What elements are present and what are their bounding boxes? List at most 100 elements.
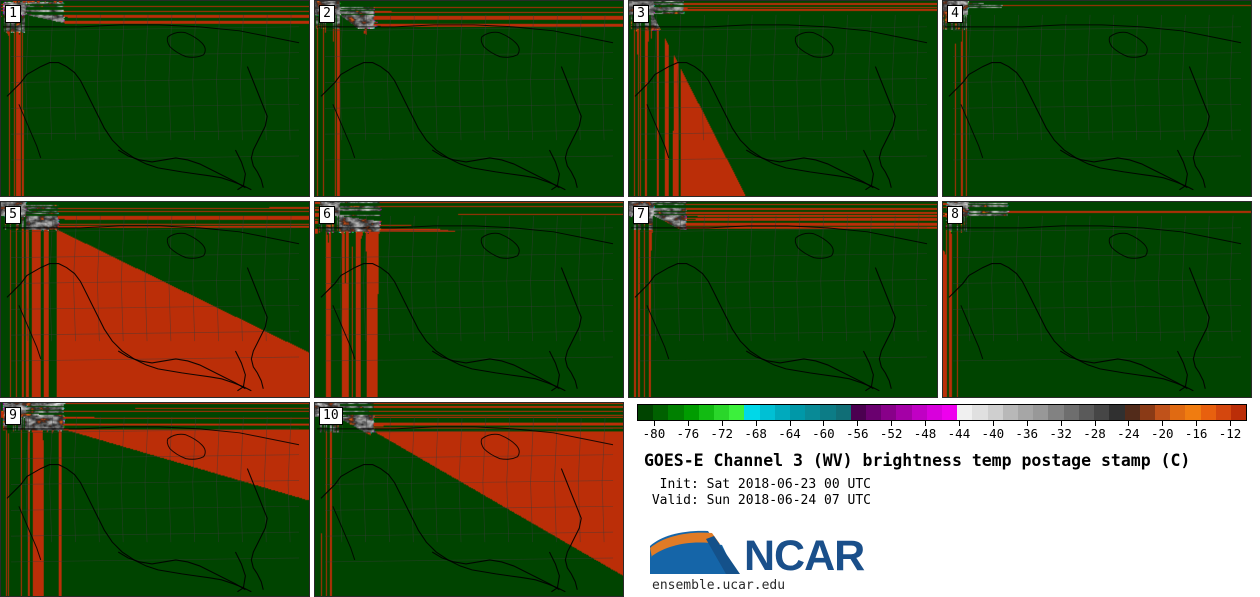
colorbar-swatch (1230, 405, 1247, 420)
panel-member[interactable]: 4 (942, 0, 1252, 197)
colorbar-tick (1128, 421, 1130, 426)
colorbar-swatch (668, 405, 684, 420)
ncar-logo[interactable]: NCAR ensemble.ucar.edu (648, 528, 898, 594)
colorbar-swatch (744, 405, 760, 420)
colorbar-tick-label: -20 (1150, 426, 1174, 441)
satellite-imagery (943, 1, 1251, 196)
colorbar-swatch (683, 405, 699, 420)
panel-member[interactable]: 9 (0, 402, 310, 597)
colorbar-tick-label: -28 (1083, 426, 1106, 441)
colorbar-tick-label: -40 (981, 426, 1005, 441)
colorbar-tick-label: -68 (744, 426, 767, 441)
satellite-imagery (629, 202, 937, 397)
satellite-imagery (943, 202, 1251, 397)
ncar-mark-icon (650, 530, 740, 574)
colorbar-tick (721, 421, 723, 426)
colorbar-swatches (637, 404, 1247, 421)
colorbar-swatch (729, 405, 745, 420)
colorbar-tick-label: -48 (913, 426, 937, 441)
valid-time: Valid: Sun 2018-06-24 07 UTC (644, 493, 871, 508)
colorbar-swatch (1170, 405, 1186, 420)
satellite-imagery (315, 202, 623, 397)
colorbar-tick-label: -52 (879, 426, 903, 441)
colorbar-tick-label: -24 (1117, 426, 1140, 441)
colorbar-swatch (1063, 405, 1079, 420)
colorbar-swatch (972, 405, 988, 420)
colorbar-swatch (1033, 405, 1049, 420)
satellite-imagery (1, 1, 309, 196)
panel-number-label: 2 (319, 5, 335, 23)
colorbar-tick (857, 421, 859, 426)
panel-member[interactable]: 2 (314, 0, 624, 197)
panel-member[interactable]: 7 (628, 201, 938, 398)
colorbar-swatch (790, 405, 806, 420)
satellite-imagery (629, 1, 937, 196)
colorbar-swatch (1094, 405, 1110, 420)
wv-brightness-field (629, 1, 937, 196)
ncar-wordmark: NCAR (744, 532, 865, 580)
wv-brightness-field (1, 202, 309, 397)
panel-number-label: 8 (947, 206, 963, 224)
panel-number-label: 3 (633, 5, 649, 23)
colorbar-swatch (653, 405, 669, 420)
colorbar-swatch (1200, 405, 1216, 420)
colorbar-tick (1060, 421, 1062, 426)
panel-member[interactable]: 10 (314, 402, 624, 597)
colorbar-tick (789, 421, 791, 426)
panel-member[interactable]: 1 (0, 0, 310, 197)
colorbar-tick-label: -60 (812, 426, 835, 441)
colorbar-swatch (942, 405, 958, 420)
wv-brightness-field (315, 202, 623, 397)
colorbar-swatch (926, 405, 943, 420)
colorbar-swatch (881, 405, 897, 420)
colorbar-legend: -80 -76 -72 -68 -64 -60 -56 -52 -48 -44 -40 -36 -32-… (637, 404, 1247, 443)
panel-number-label: 4 (947, 5, 963, 23)
satellite-imagery (315, 403, 623, 596)
wv-brightness-field (629, 202, 937, 397)
colorbar-tick-labels: -80 -76 -72 -68 -64 -60 -56 -52 -48 -44 -40 -36 -32-… (637, 427, 1247, 443)
colorbar-tick-label: -76 (676, 426, 700, 441)
colorbar-tick (823, 421, 825, 426)
panel-member[interactable]: 8 (942, 201, 1252, 398)
wv-brightness-field (1, 403, 309, 596)
colorbar-tick (1162, 421, 1164, 426)
colorbar-swatch (759, 405, 775, 420)
colorbar-tick-label: -80 (642, 426, 666, 441)
colorbar-tick-label: -72 (710, 426, 734, 441)
colorbar-ticks (637, 421, 1247, 426)
ncar-url: ensemble.ucar.edu (652, 578, 786, 593)
colorbar-swatch (1124, 405, 1140, 420)
colorbar-swatch (638, 405, 654, 420)
colorbar-swatch (987, 405, 1003, 420)
colorbar-tick (1230, 421, 1232, 426)
colorbar-swatch (957, 405, 973, 420)
colorbar-swatch (1048, 405, 1064, 420)
satellite-imagery (315, 1, 623, 196)
colorbar-swatch (1139, 405, 1155, 420)
wv-brightness-field (315, 1, 623, 196)
panel-number-label: 9 (5, 407, 21, 425)
colorbar-swatch (698, 405, 715, 420)
colorbar-tick-label: -36 (1015, 426, 1039, 441)
panel-member[interactable]: 6 (314, 201, 624, 398)
colorbar-tick (891, 421, 893, 426)
panel-member[interactable]: 3 (628, 0, 938, 197)
colorbar-tick-label: -56 (845, 426, 869, 441)
colorbar-tick (653, 421, 655, 426)
colorbar-tick (1026, 421, 1028, 426)
satellite-imagery (1, 202, 309, 397)
panel-member[interactable]: 5 (0, 201, 310, 398)
figure-title: GOES-E Channel 3 (WV) brightness temp po… (644, 451, 1191, 470)
colorbar-swatch (911, 405, 927, 420)
colorbar-tick-label: -16 (1184, 426, 1208, 441)
colorbar-swatch (1002, 405, 1019, 420)
panel-number-label: 5 (5, 206, 21, 224)
panel-number-label: 7 (633, 206, 649, 224)
colorbar-tick (1094, 421, 1096, 426)
colorbar-tick-label: -44 (947, 426, 971, 441)
wv-brightness-field (315, 403, 623, 596)
colorbar-tick (1196, 421, 1198, 426)
colorbar-swatch (820, 405, 836, 420)
colorbar-swatch (1154, 405, 1171, 420)
